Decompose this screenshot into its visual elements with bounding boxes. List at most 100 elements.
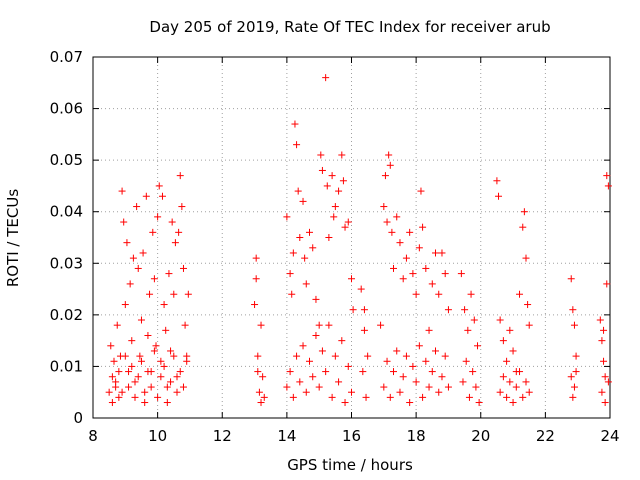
- data-point: [181, 321, 189, 329]
- data-point: [432, 347, 440, 355]
- data-point: [422, 357, 430, 365]
- data-point: [120, 218, 128, 226]
- data-point: [318, 347, 326, 355]
- data-point: [569, 306, 577, 314]
- data-point: [170, 290, 178, 298]
- data-point: [335, 378, 343, 386]
- data-point: [131, 393, 139, 401]
- data-point: [328, 393, 336, 401]
- data-point: [474, 342, 482, 350]
- data-point: [322, 368, 330, 376]
- chart-title: Day 205 of 2019, Rate Of TEC Index for r…: [149, 18, 550, 36]
- data-point: [425, 326, 433, 334]
- x-tick-label: 8: [88, 427, 98, 445]
- data-point: [362, 393, 370, 401]
- data-point: [289, 393, 297, 401]
- data-point: [461, 306, 469, 314]
- data-point: [402, 352, 410, 360]
- data-point: [381, 172, 389, 180]
- data-point: [330, 213, 338, 221]
- data-point: [171, 239, 179, 247]
- data-point: [259, 373, 267, 381]
- data-point: [312, 295, 320, 303]
- data-point: [175, 228, 183, 236]
- data-point: [296, 378, 304, 386]
- data-point: [428, 280, 436, 288]
- data-point: [302, 280, 310, 288]
- data-point: [388, 228, 396, 236]
- data-point: [144, 368, 152, 376]
- data-point: [425, 383, 433, 391]
- data-point: [390, 264, 398, 272]
- data-point: [495, 192, 503, 200]
- y-tick-label: 0.06: [50, 100, 83, 118]
- data-point: [257, 321, 265, 329]
- y-axis-label: ROTI / TECUs: [4, 189, 22, 287]
- data-point: [603, 172, 611, 180]
- x-tick-label: 16: [342, 427, 361, 445]
- data-point: [125, 383, 133, 391]
- data-point: [322, 74, 330, 82]
- data-point: [441, 270, 449, 278]
- data-point: [144, 331, 152, 339]
- data-point: [118, 187, 126, 195]
- data-point: [377, 321, 385, 329]
- data-point: [338, 337, 346, 345]
- x-tick-label: 14: [277, 427, 296, 445]
- data-point: [470, 316, 478, 324]
- data-point: [315, 383, 323, 391]
- y-tick-label: 0.01: [50, 357, 83, 375]
- data-point: [386, 393, 394, 401]
- data-point: [323, 182, 331, 190]
- data-point: [257, 399, 265, 407]
- data-point: [107, 342, 115, 350]
- data-point: [441, 352, 449, 360]
- data-point: [141, 388, 149, 396]
- data-point: [344, 362, 352, 370]
- data-point: [141, 399, 149, 407]
- data-point: [601, 373, 609, 381]
- data-point: [344, 218, 352, 226]
- data-point: [419, 223, 427, 231]
- data-point: [309, 244, 317, 252]
- data-point: [464, 326, 472, 334]
- data-point: [600, 357, 608, 365]
- data-point: [126, 280, 134, 288]
- data-point: [331, 203, 339, 211]
- data-point: [301, 254, 309, 262]
- data-point: [128, 362, 136, 370]
- data-point: [154, 213, 162, 221]
- data-point: [168, 218, 176, 226]
- data-point: [603, 280, 611, 288]
- data-point: [604, 378, 612, 386]
- data-point: [112, 378, 120, 386]
- data-point: [331, 352, 339, 360]
- data-point: [309, 373, 317, 381]
- data-point: [123, 239, 131, 247]
- data-point: [288, 290, 296, 298]
- data-point: [176, 368, 184, 376]
- data-point: [318, 166, 326, 174]
- data-point: [357, 285, 365, 293]
- data-point: [121, 352, 129, 360]
- data-point: [499, 337, 507, 345]
- data-point: [393, 213, 401, 221]
- data-point: [167, 347, 175, 355]
- data-point: [293, 141, 301, 149]
- data-point: [136, 352, 144, 360]
- data-point: [417, 187, 425, 195]
- data-point: [598, 337, 606, 345]
- data-point: [317, 151, 325, 159]
- data-point: [570, 321, 578, 329]
- data-point: [338, 151, 346, 159]
- data-point: [283, 383, 291, 391]
- data-point: [598, 388, 606, 396]
- data-point: [506, 378, 514, 386]
- data-point: [349, 306, 357, 314]
- data-point: [179, 264, 187, 272]
- data-point: [604, 182, 612, 190]
- data-point: [163, 399, 171, 407]
- data-point: [524, 301, 532, 309]
- data-point: [522, 254, 530, 262]
- data-point: [415, 342, 423, 350]
